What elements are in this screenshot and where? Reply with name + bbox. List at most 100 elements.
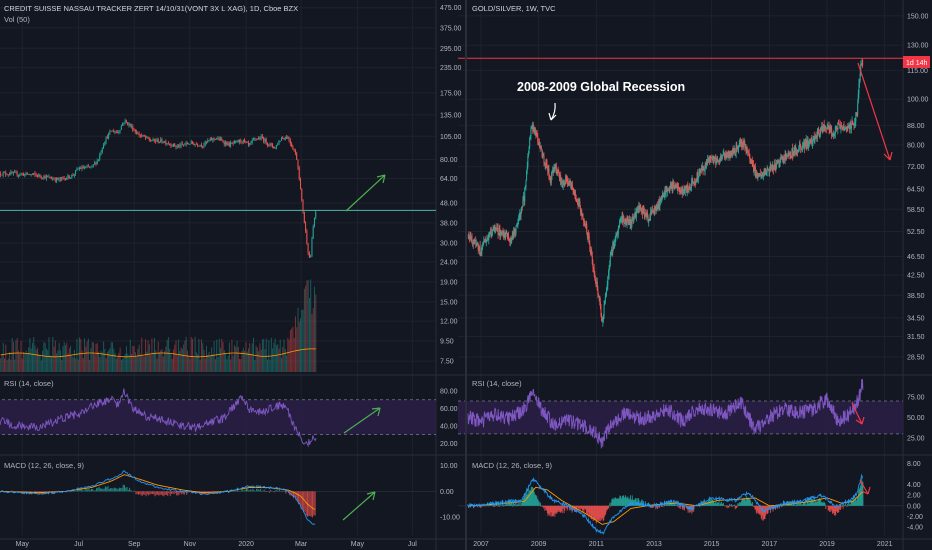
macd-histogram-bar <box>256 488 258 492</box>
left-rsi-panel[interactable] <box>0 388 436 448</box>
volume-bar <box>303 288 305 372</box>
time-tick-label: 2007 <box>473 541 489 548</box>
candle <box>470 234 472 241</box>
candle <box>557 171 559 174</box>
candle <box>475 243 477 245</box>
candle <box>524 187 526 189</box>
macd-histogram-bar <box>282 490 284 492</box>
macd-histogram-bar <box>721 504 723 506</box>
candle <box>686 188 688 192</box>
volume-bar <box>175 340 177 372</box>
macd-histogram-bar <box>130 489 132 492</box>
candle <box>824 126 826 128</box>
macd-histogram-bar <box>812 498 814 506</box>
macd-histogram-bar <box>659 505 661 508</box>
candle <box>830 126 832 129</box>
left-macd-panel[interactable] <box>0 470 436 525</box>
volume-bar <box>161 349 163 372</box>
right-rsi-panel[interactable] <box>458 379 903 449</box>
macd-histogram-bar <box>558 505 560 512</box>
candle <box>250 142 252 144</box>
right-time-axis[interactable]: 2007 2009 2011 2013 2015 2017 2019 2021 <box>458 538 932 548</box>
volume-bar <box>20 341 22 372</box>
macd-histogram-bar <box>590 505 592 520</box>
candle <box>109 130 111 134</box>
candle <box>633 215 635 217</box>
time-tick-label: 2021 <box>877 541 893 548</box>
macd-histogram-bar <box>268 491 270 493</box>
candle <box>814 137 816 142</box>
candle <box>640 209 642 212</box>
candle <box>288 136 290 141</box>
candle <box>42 177 44 179</box>
candle <box>503 233 505 237</box>
macd-histogram-bar <box>484 505 486 507</box>
candle <box>606 288 608 292</box>
right-price-axis[interactable]: 150.00130.00115.00100.0088.0080.0072.006… <box>907 13 929 531</box>
candle <box>624 218 626 223</box>
candle <box>637 207 639 214</box>
macd-histogram-bar <box>144 491 146 495</box>
candle <box>549 176 551 178</box>
macd-histogram-bar <box>824 502 825 506</box>
macd-histogram-bar <box>513 501 515 506</box>
left-chart[interactable]: 475.00375.00295.00235.00175.00135.00105.… <box>0 0 496 550</box>
volume-bar <box>167 337 169 372</box>
macd-histogram-bar <box>78 490 80 492</box>
candle <box>282 137 284 139</box>
candle <box>573 190 575 195</box>
candle <box>733 150 735 152</box>
candle <box>526 171 528 181</box>
candle <box>489 233 491 235</box>
candle <box>575 199 577 202</box>
volume-bar <box>165 346 167 372</box>
volume-bar <box>92 342 94 372</box>
volume-bar <box>233 345 235 372</box>
price-tick-label: 135.00 <box>440 112 462 119</box>
candle <box>599 301 601 307</box>
candle <box>118 131 120 133</box>
macd-histogram-bar <box>141 491 143 496</box>
macd-histogram-bar <box>77 488 79 492</box>
candle <box>278 141 280 145</box>
macd-tick-label: -4.00 <box>907 525 923 532</box>
candle <box>701 168 703 172</box>
left-price-axis[interactable]: 475.00375.00295.00235.00175.00135.00105.… <box>440 5 462 521</box>
macd-histogram-bar <box>551 505 553 513</box>
price-tick-label: 235.00 <box>440 65 462 72</box>
macd-histogram-bar <box>73 490 75 492</box>
volume-bar <box>11 338 13 372</box>
candle <box>312 226 314 239</box>
volume-bar <box>105 358 107 372</box>
candle <box>23 173 25 176</box>
macd-histogram-bar <box>529 490 531 506</box>
candle <box>593 267 595 269</box>
macd-histogram-bar <box>652 505 654 508</box>
candle <box>794 147 796 153</box>
candle <box>615 235 617 238</box>
right-chart[interactable]: 150.00130.00115.00100.0088.0080.0072.006… <box>458 0 932 550</box>
candle <box>824 126 826 128</box>
candle <box>836 128 838 130</box>
macd-histogram-bar <box>548 505 550 514</box>
candle <box>475 240 477 244</box>
candle <box>137 133 139 135</box>
candle <box>495 227 497 229</box>
macd-tick-label: -10.00 <box>440 515 460 522</box>
candle <box>482 241 484 245</box>
candle <box>650 212 652 214</box>
volume-bar <box>19 353 21 372</box>
candle <box>208 140 210 141</box>
volume-bar <box>26 353 28 372</box>
rsi-line <box>0 388 317 448</box>
macd-histogram-bar <box>857 496 859 506</box>
left-time-axis[interactable]: May Jul Sep Nov 2020 Mar May Jul <box>0 538 496 548</box>
macd-histogram-bar <box>505 501 507 506</box>
right-macd-panel[interactable] <box>458 473 903 535</box>
candle <box>793 151 795 155</box>
macd-histogram-bar <box>551 505 553 517</box>
candle <box>487 238 489 240</box>
candle <box>656 204 658 211</box>
candle <box>689 187 691 189</box>
